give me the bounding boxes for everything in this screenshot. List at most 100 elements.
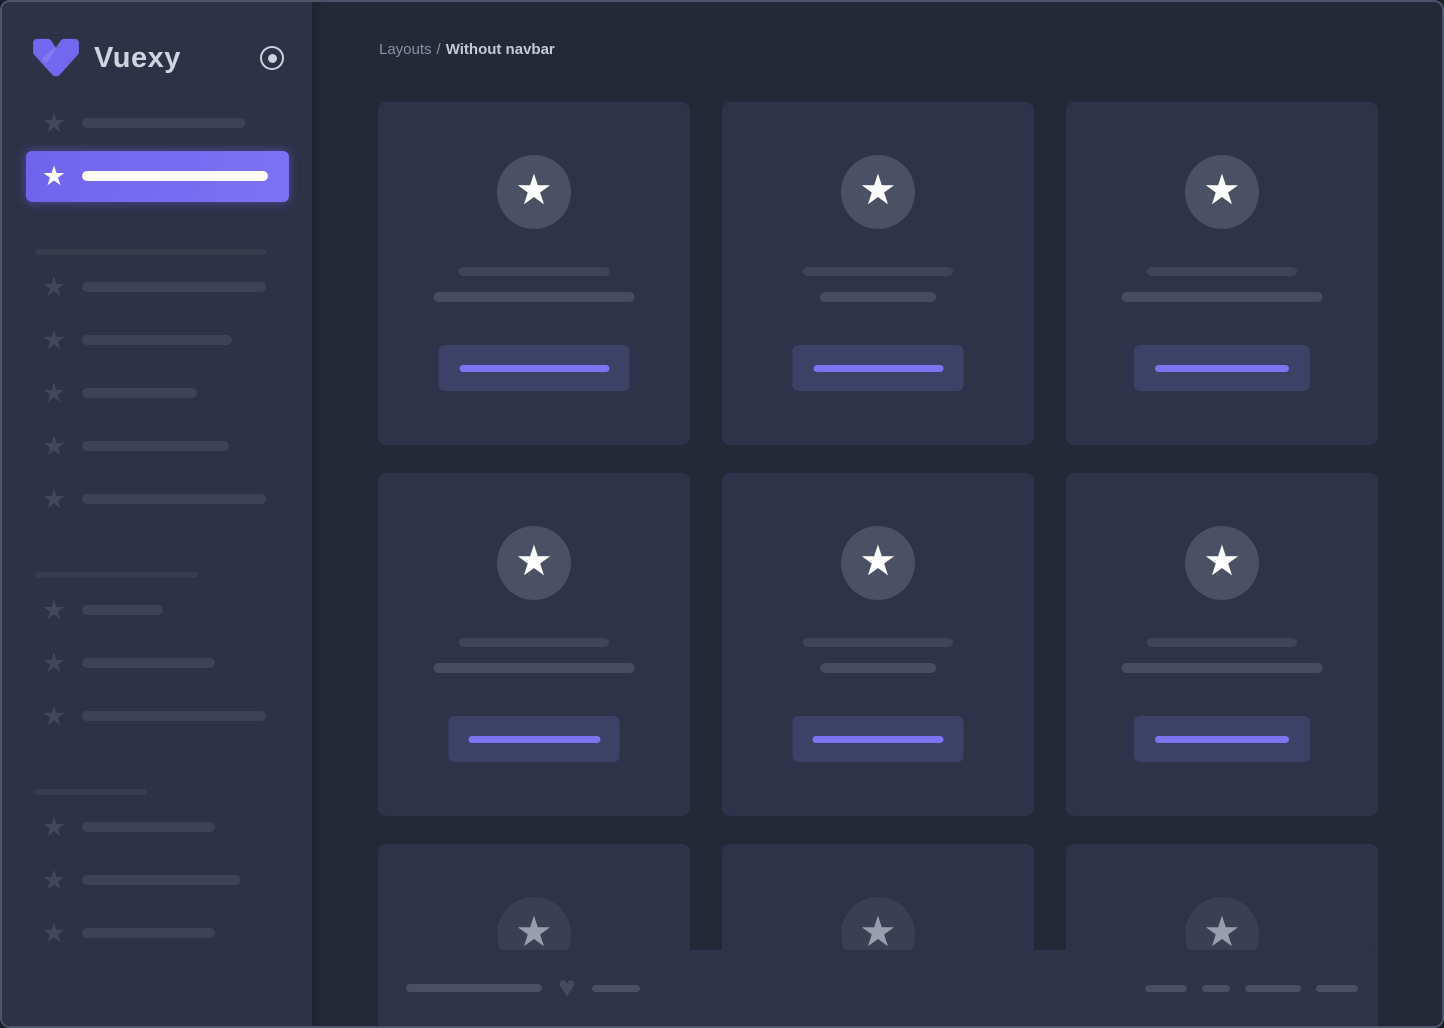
sidebar-item[interactable]: ★: [2, 475, 312, 523]
sidebar-item[interactable]: ★: [2, 856, 312, 904]
sidebar-item[interactable]: ★: [2, 803, 312, 851]
skeleton-line: [1147, 267, 1297, 276]
skeleton-line: [803, 638, 953, 647]
star-icon: ★: [1203, 166, 1241, 213]
button-label-skeleton: [459, 364, 609, 372]
sidebar-item-active[interactable]: ★: [26, 150, 289, 202]
star-icon: ★: [859, 166, 897, 213]
radio-dot: [267, 53, 277, 63]
star-icon: ★: [41, 325, 67, 355]
button-label-skeleton: [1155, 735, 1289, 743]
skeleton-label: [82, 494, 266, 504]
sidebar-item[interactable]: ★: [2, 99, 312, 147]
sidebar-item[interactable]: ★: [2, 586, 312, 634]
skeleton-line: [459, 638, 609, 647]
section-heading-skeleton: [35, 572, 198, 578]
menu-collapse-toggle-icon[interactable]: [260, 46, 284, 70]
skeleton-bar: [1145, 984, 1187, 992]
breadcrumb-current: Without navbar: [445, 41, 555, 58]
sidebar-item[interactable]: ★: [2, 692, 312, 740]
footer-bar: ♥: [378, 950, 1378, 1026]
skeleton-line: [1147, 638, 1297, 647]
card-button[interactable]: [792, 345, 964, 391]
content-area: Layouts / Without navbar ★ ★ ★ ★ ★ ★ ★ ★ ★ ♥: [312, 2, 1442, 1026]
star-icon: ★: [41, 272, 67, 302]
breadcrumb-parent[interactable]: Layouts: [379, 41, 432, 58]
skeleton-line: [433, 292, 635, 302]
card-button[interactable]: [792, 716, 964, 762]
star-icon: ★: [515, 537, 553, 584]
skeleton-label: [82, 658, 215, 668]
card-button[interactable]: [1134, 345, 1310, 391]
skeleton-label: [82, 335, 232, 345]
card: ★: [722, 473, 1034, 816]
skeleton-label: [82, 875, 240, 885]
skeleton-label: [82, 605, 163, 615]
skeleton-label: [82, 282, 266, 292]
footer-left-group: ♥: [406, 950, 640, 1026]
footer-right-group: [1145, 950, 1358, 1026]
star-icon: ★: [41, 701, 67, 731]
star-icon: ★: [41, 865, 67, 895]
sidebar-item[interactable]: ★: [2, 263, 312, 311]
star-avatar: ★: [1185, 155, 1259, 229]
card-button[interactable]: [448, 716, 620, 762]
star-icon: ★: [1203, 908, 1241, 955]
skeleton-label: [82, 118, 245, 128]
star-icon: ★: [41, 431, 67, 461]
card: ★: [1066, 102, 1378, 445]
skeleton-bar: [1316, 984, 1358, 992]
card: ★: [378, 473, 690, 816]
skeleton-bar: [406, 984, 542, 992]
button-label-skeleton: [813, 364, 943, 372]
star-icon: ★: [41, 918, 67, 948]
skeleton-line: [458, 267, 610, 276]
star-icon: ★: [1203, 537, 1241, 584]
skeleton-bar: [1202, 984, 1230, 992]
card-button[interactable]: [1134, 716, 1310, 762]
sidebar-item[interactable]: ★: [2, 316, 312, 364]
button-label-skeleton: [812, 735, 944, 743]
sidebar: Vuexy ★ ★ ★ ★ ★ ★ ★ ★ ★ ★ ★ ★ ★: [2, 2, 312, 1026]
skeleton-label: [82, 388, 197, 398]
card: ★: [378, 102, 690, 445]
star-icon: ★: [859, 908, 897, 955]
star-icon: ★: [41, 378, 67, 408]
star-avatar: ★: [497, 526, 571, 600]
star-icon: ★: [41, 108, 67, 138]
skeleton-label: [82, 171, 268, 181]
star-icon: ★: [515, 908, 553, 955]
skeleton-bar: [1245, 984, 1301, 992]
star-icon: ★: [859, 537, 897, 584]
star-icon: ★: [515, 166, 553, 213]
cards-grid: ★ ★ ★ ★ ★ ★ ★ ★ ★: [378, 102, 1378, 1026]
button-label-skeleton: [468, 735, 600, 743]
card-button[interactable]: [438, 345, 630, 391]
skeleton-line: [1121, 663, 1323, 673]
skeleton-bar: [591, 984, 640, 992]
star-icon: ★: [41, 161, 67, 191]
sidebar-item[interactable]: ★: [2, 909, 312, 957]
sidebar-item[interactable]: ★: [2, 369, 312, 417]
skeleton-label: [82, 441, 229, 451]
skeleton-label: [82, 928, 215, 938]
vuexy-logo-icon: [30, 37, 82, 79]
skeleton-line: [820, 663, 936, 673]
star-avatar: ★: [841, 526, 915, 600]
skeleton-line: [1121, 292, 1323, 302]
skeleton-label: [82, 822, 215, 832]
card: ★: [1066, 473, 1378, 816]
section-heading-skeleton: [35, 249, 266, 255]
sidebar-item[interactable]: ★: [2, 639, 312, 687]
star-icon: ★: [41, 484, 67, 514]
sidebar-item[interactable]: ★: [2, 422, 312, 470]
sidebar-menu: ★ ★ ★ ★ ★ ★ ★ ★ ★ ★ ★ ★ ★: [2, 2, 312, 1026]
sidebar-header: Vuexy: [30, 36, 284, 80]
card: ★: [722, 102, 1034, 445]
skeleton-line: [820, 292, 936, 302]
skeleton-line: [803, 267, 953, 276]
brand-name: Vuexy: [94, 41, 181, 74]
star-avatar: ★: [1185, 526, 1259, 600]
star-avatar: ★: [497, 155, 571, 229]
